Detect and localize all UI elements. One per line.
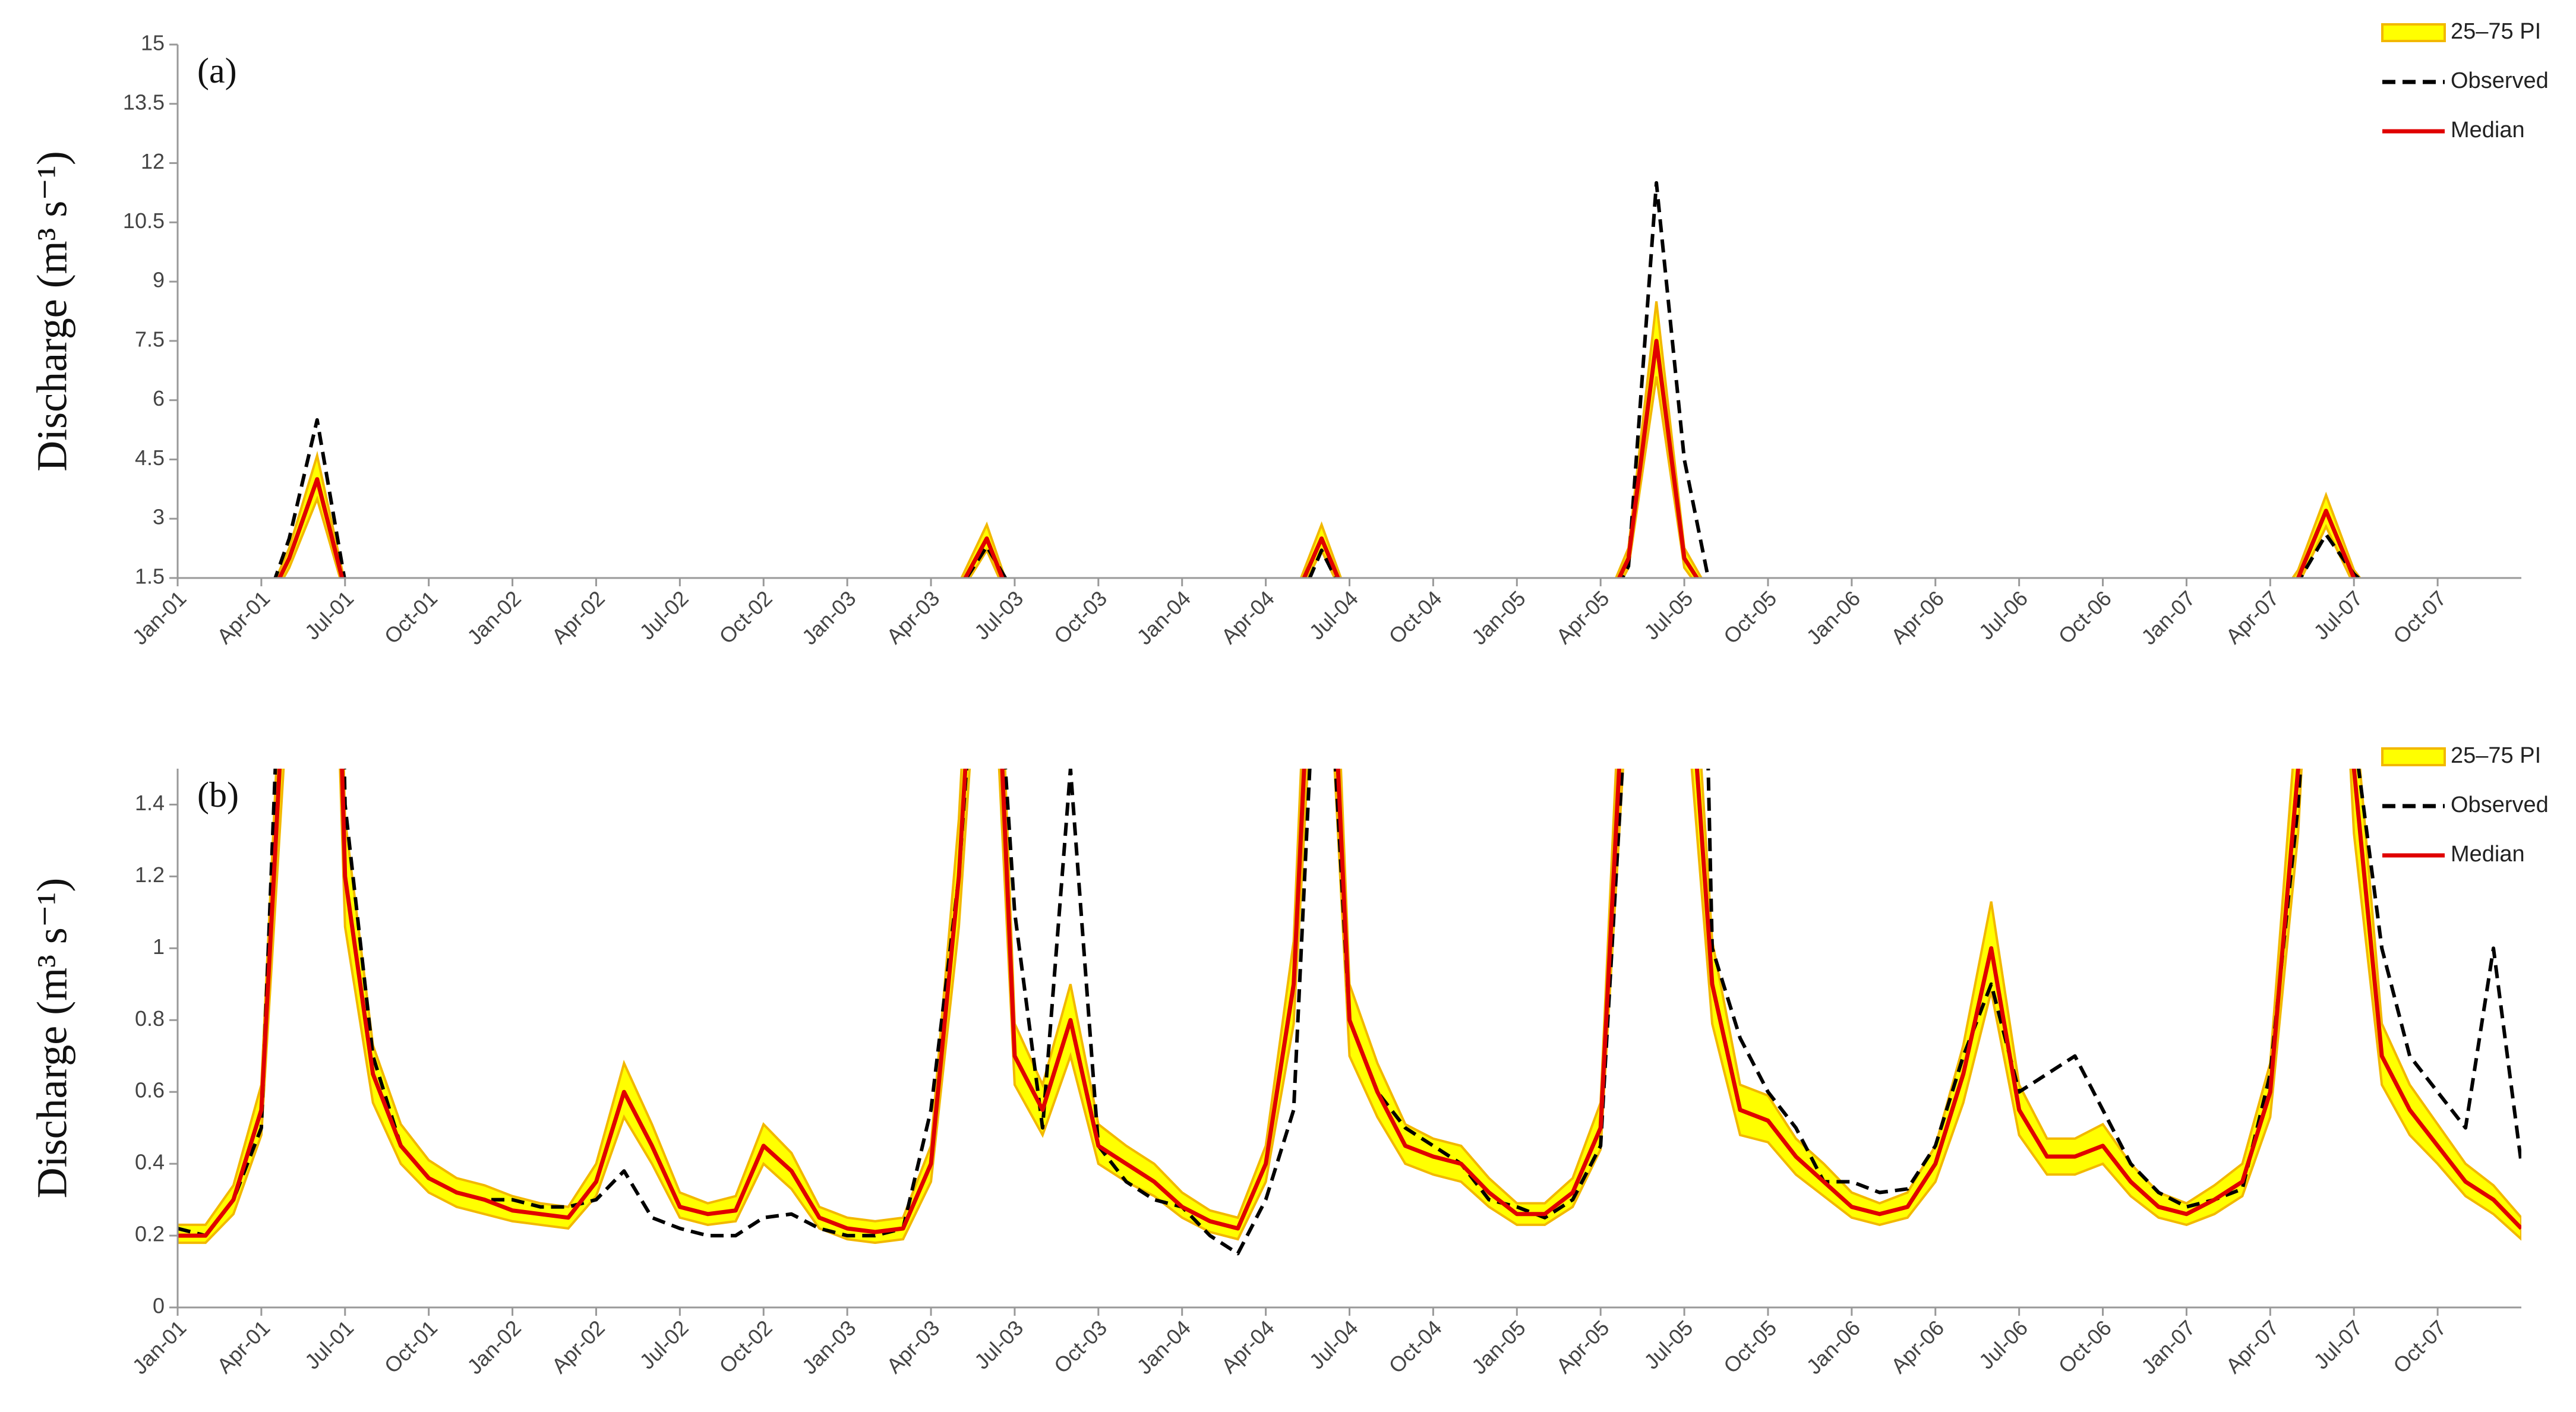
x-tick-label: Jul-03 (970, 1315, 1028, 1373)
x-tick-label: Jul-04 (1305, 1315, 1363, 1373)
x-tick-label: Apr-05 (1551, 586, 1614, 648)
x-tick-label: Apr-04 (1217, 1315, 1279, 1378)
x-tick-label: Jul-02 (634, 1315, 693, 1373)
legend-label: Median (2451, 842, 2525, 867)
y-tick-label: 9 (153, 268, 165, 292)
x-tick-label: Jul-02 (634, 586, 693, 644)
x-tick-label: Oct-05 (1719, 1315, 1781, 1378)
y-axis-label: Discharge (m³ s⁻¹) (29, 151, 76, 472)
x-tick-label: Oct-01 (380, 586, 442, 648)
x-tick-label: Jul-01 (300, 586, 358, 644)
x-tick-label: Jan-05 (1467, 1315, 1530, 1379)
interval-band (274, 301, 2362, 578)
x-tick-label: Jan-07 (2136, 1315, 2200, 1379)
x-tick-label: Jul-05 (1639, 1315, 1697, 1373)
y-tick-label: 0.6 (135, 1078, 165, 1103)
panel-label: (b) (197, 775, 239, 814)
x-tick-label: Apr-07 (2221, 586, 2283, 648)
y-tick-label: 6 (153, 386, 165, 410)
legend-label: Observed (2451, 68, 2549, 93)
x-tick-label: Oct-05 (1719, 586, 1781, 648)
x-tick-label: Jan-06 (1801, 1315, 1865, 1379)
x-tick-label: Jan-03 (797, 1315, 861, 1379)
y-tick-label: 1.5 (135, 564, 165, 589)
x-tick-label: Oct-07 (2388, 1315, 2451, 1378)
y-tick-label: 13.5 (123, 90, 165, 114)
y-tick-label: 1.2 (135, 863, 165, 887)
y-tick-label: 0 (153, 1294, 165, 1318)
legend-label: Median (2451, 118, 2525, 143)
x-tick-label: Jul-06 (1974, 1315, 2032, 1373)
y-tick-label: 15 (141, 31, 165, 55)
series-line (273, 181, 2362, 578)
x-tick-label: Apr-06 (1886, 586, 1949, 648)
panel-label: (a) (197, 51, 237, 90)
x-tick-label: Jan-01 (128, 586, 191, 649)
x-tick-label: Jul-07 (2309, 1315, 2367, 1373)
y-tick-label: 12 (141, 149, 165, 173)
series-line (178, 769, 2521, 1256)
x-tick-label: Oct-01 (380, 1315, 442, 1378)
y-tick-label: 3 (153, 505, 165, 529)
x-tick-label: Oct-03 (1049, 586, 1112, 648)
plot-area (178, 769, 2521, 1256)
y-tick-label: 1 (153, 934, 165, 959)
x-tick-label: Jul-06 (1974, 586, 2032, 644)
x-tick-label: Oct-06 (2054, 586, 2116, 648)
plot-area (273, 181, 2362, 578)
x-tick-label: Apr-02 (547, 586, 609, 648)
y-tick-label: 1.4 (135, 791, 165, 815)
x-tick-label: Oct-06 (2054, 1315, 2116, 1378)
x-tick-label: Jan-05 (1467, 586, 1530, 649)
legend-label: Observed (2451, 792, 2549, 817)
x-tick-label: Apr-06 (1886, 1315, 1949, 1378)
y-tick-label: 0.4 (135, 1150, 165, 1174)
x-tick-label: Apr-04 (1217, 586, 1279, 648)
x-tick-label: Jul-03 (970, 586, 1028, 644)
x-tick-label: Jan-02 (462, 586, 526, 649)
legend-swatch (2381, 23, 2446, 42)
legend-swatch (2381, 747, 2446, 766)
x-tick-label: Apr-01 (212, 586, 274, 648)
x-tick-label: Jul-07 (2309, 586, 2367, 644)
series-line (178, 769, 2521, 1238)
x-tick-label: Jan-07 (2136, 586, 2200, 649)
x-tick-label: Jul-01 (300, 1315, 358, 1373)
y-tick-label: 4.5 (135, 446, 165, 470)
x-tick-label: Apr-05 (1551, 1315, 1614, 1378)
x-tick-label: Jan-06 (1801, 586, 1865, 649)
x-tick-label: Jul-04 (1305, 586, 1363, 644)
x-tick-label: Apr-01 (212, 1315, 274, 1378)
legend-label: 25–75 PI (2451, 743, 2541, 768)
x-tick-label: Oct-03 (1049, 1315, 1112, 1378)
x-tick-label: Apr-07 (2221, 1315, 2283, 1378)
x-tick-label: Oct-04 (1384, 586, 1446, 648)
x-tick-label: Apr-02 (547, 1315, 609, 1378)
x-tick-label: Jan-04 (1132, 1315, 1195, 1379)
y-tick-label: 7.5 (135, 327, 165, 351)
x-tick-label: Jul-05 (1639, 586, 1697, 644)
x-tick-label: Oct-02 (714, 586, 776, 648)
legend-label: 25–75 PI (2451, 19, 2541, 44)
x-tick-label: Oct-02 (714, 1315, 776, 1378)
x-tick-label: Apr-03 (882, 1315, 944, 1378)
x-tick-label: Jan-04 (1132, 586, 1195, 649)
y-tick-label: 10.5 (123, 209, 165, 233)
x-tick-label: Jan-01 (128, 1315, 191, 1379)
y-axis-label: Discharge (m³ s⁻¹) (29, 878, 76, 1199)
y-tick-label: 0.2 (135, 1222, 165, 1246)
x-tick-label: Jan-02 (462, 1315, 526, 1379)
x-tick-label: Oct-07 (2388, 586, 2451, 648)
x-tick-label: Oct-04 (1384, 1315, 1446, 1378)
x-tick-label: Apr-03 (882, 586, 944, 648)
x-tick-label: Jan-03 (797, 586, 861, 649)
y-tick-label: 0.8 (135, 1006, 165, 1031)
